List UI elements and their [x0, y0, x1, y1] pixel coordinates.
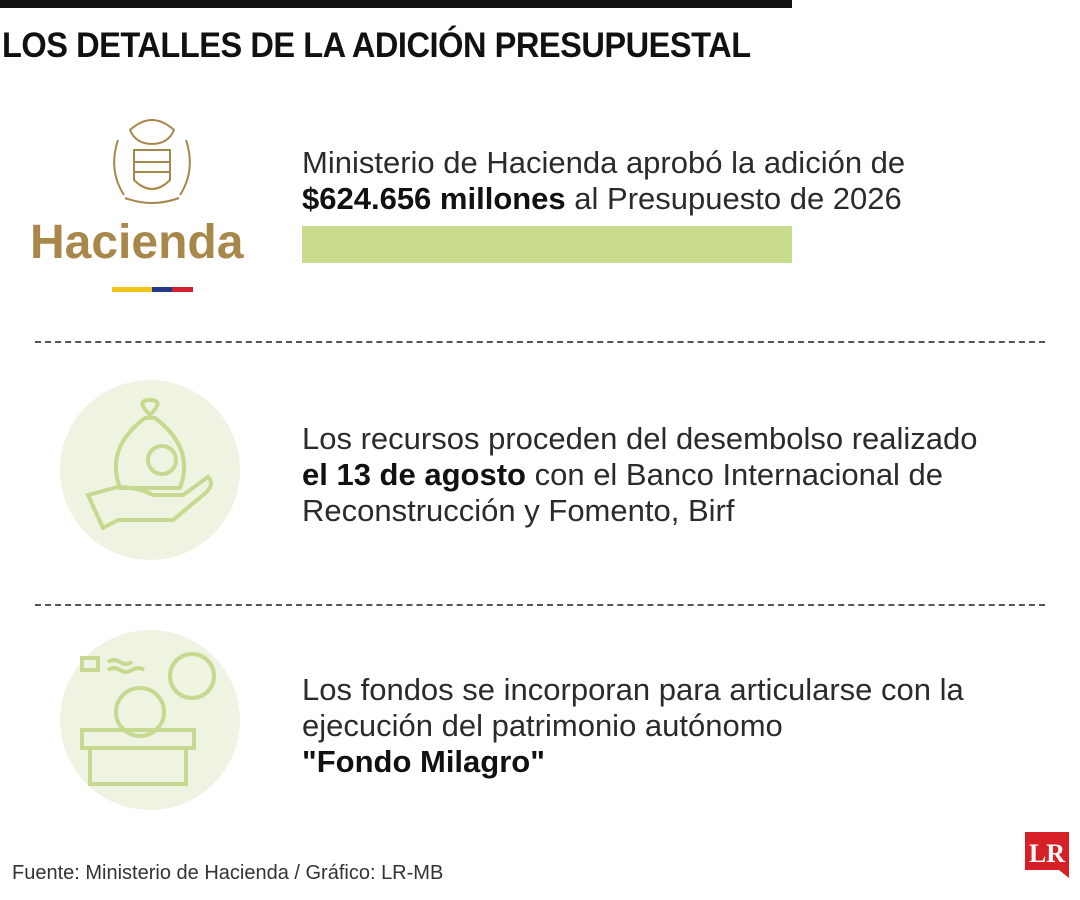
flag-blue [152, 287, 172, 292]
text: con el Banco Internacional de Reconstruc… [302, 457, 944, 528]
title: LOS DETALLES DE LA ADICIÓN PRESUPUESTAL [2, 26, 751, 65]
text: Los recursos proceden del desembolso rea… [302, 421, 978, 456]
coat-of-arms [113, 119, 191, 204]
highlight: "Fondo Milagro" [302, 744, 545, 779]
section-text: Los fondos se incorporan para articulars… [302, 672, 1002, 780]
source: Fuente: Ministerio de Hacienda / Gráfico… [12, 862, 444, 884]
top-rule [0, 0, 792, 8]
money-bag-icon [85, 397, 214, 531]
text: al Presupuesto de 2026 [574, 181, 902, 216]
brand-logo [1025, 832, 1069, 878]
divider [35, 604, 1045, 606]
coin-box-icon [80, 652, 216, 786]
divider [35, 341, 1045, 343]
section-text: Ministerio de Hacienda aprobó la adición… [302, 145, 1042, 217]
brand-text: LR [1029, 839, 1065, 868]
logo-text: Hacienda [30, 216, 244, 269]
text: Los fondos se incorporan para articulars… [302, 672, 964, 743]
section-text: Los recursos proceden del desembolso rea… [302, 421, 1042, 529]
highlight: $624.656 millones [302, 181, 566, 216]
highlight-bar [302, 226, 792, 263]
icon-bg [60, 630, 240, 810]
flag-yellow [112, 287, 152, 292]
highlight: el 13 de agosto [302, 457, 526, 492]
flag-red [172, 287, 193, 292]
text: Ministerio de Hacienda aprobó la adición… [302, 145, 906, 180]
